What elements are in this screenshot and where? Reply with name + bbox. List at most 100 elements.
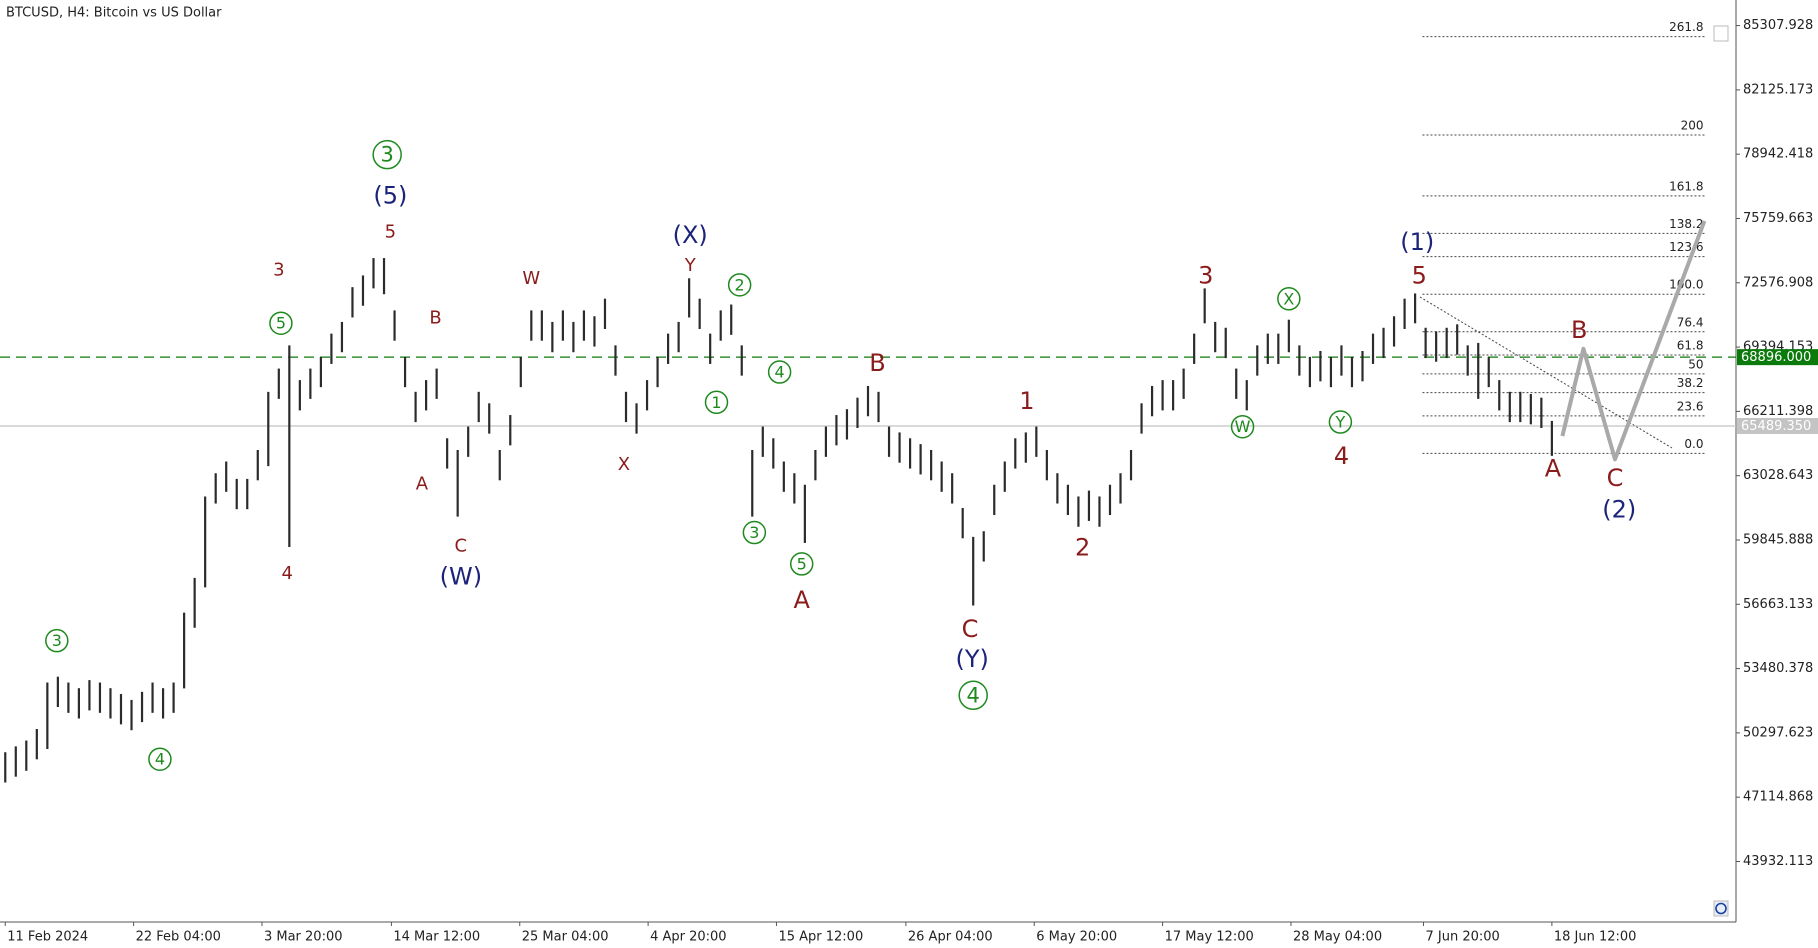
wave-label-text: A [1545, 455, 1562, 483]
wave-label: 2 [727, 273, 752, 297]
wave-label-text: A [416, 474, 429, 495]
wave-label: B [429, 307, 441, 328]
fib-label: 50 [1688, 357, 1703, 371]
x-tick-label: 6 May 20:00 [1036, 930, 1117, 945]
wave-label-text: 3 [273, 260, 284, 281]
wave-label: 4 [148, 747, 172, 771]
wave-circle [958, 680, 988, 711]
wave-label: C [1607, 464, 1624, 492]
wave-label-text: (2) [1602, 495, 1636, 523]
wave-circle [1230, 414, 1255, 439]
wave-label-text: (X) [673, 221, 708, 249]
fib-label: 261.8 [1669, 20, 1703, 34]
toolbar-box [1713, 25, 1729, 42]
y-tick-label: 85307.928 [1743, 18, 1813, 33]
wave-label-text: (1) [1400, 228, 1434, 256]
wave-label: 3 [1198, 262, 1213, 290]
wave-label-text: C [455, 535, 468, 556]
wave-label-text: 5 [276, 314, 286, 333]
wave-label: (W) [440, 563, 482, 591]
price-label: 65489.350 [1741, 419, 1811, 434]
wave-label-text: 3 [380, 143, 393, 167]
wave-label-text: C [962, 615, 979, 643]
wave-label-text: C [1607, 464, 1624, 492]
wave-label-text: W [522, 268, 540, 289]
y-tick-label: 59845.888 [1743, 532, 1813, 547]
wave-label-text: 4 [282, 563, 293, 584]
fib-label: 76.4 [1677, 315, 1704, 329]
wave-label: 4 [767, 360, 792, 384]
wave-label: A [1545, 455, 1562, 483]
y-tick-label: 75759.663 [1743, 211, 1813, 226]
x-tick-label: 25 Mar 04:00 [522, 930, 609, 945]
wave-label: 5 [269, 311, 293, 335]
wave-label: 4 [1334, 442, 1349, 470]
wave-label-text: Y [684, 255, 697, 276]
y-tick-label: 47114.868 [1743, 790, 1813, 805]
wave-label: 1 [704, 390, 729, 415]
x-tick-label: 17 May 12:00 [1165, 930, 1254, 945]
y-tick-label: 56663.133 [1743, 597, 1813, 612]
fib-label: 138.2 [1669, 217, 1703, 231]
wave-label-text: 2 [735, 275, 745, 294]
wave-label-text: (W) [440, 563, 482, 591]
x-tick-label: 3 Mar 20:00 [264, 930, 343, 945]
wave-label: C [455, 535, 468, 556]
wave-circle [372, 139, 402, 170]
wave-label-text: 4 [155, 750, 165, 769]
fib-label: 200 [1681, 119, 1704, 133]
wave-label-text: B [1571, 316, 1587, 344]
fib-label: 61.8 [1677, 339, 1704, 353]
fib-label: 23.6 [1677, 399, 1704, 413]
wave-label-text: 3 [52, 631, 62, 650]
x-tick-label: 26 Apr 04:00 [908, 930, 993, 945]
y-tick-label: 66211.398 [1743, 404, 1813, 419]
wave-label: (Y) [955, 645, 988, 673]
wave-label-text: 3 [749, 523, 759, 542]
wave-label-text: 4 [967, 683, 980, 707]
fib-label: 0.0 [1684, 437, 1703, 451]
wave-label: 3 [372, 139, 402, 170]
wave-circle [1328, 410, 1353, 434]
fib-label: 38.2 [1677, 376, 1704, 390]
wave-circle [269, 311, 293, 335]
wave-circle [789, 552, 814, 576]
wave-label-text: A [794, 586, 811, 614]
y-tick-label: 50297.623 [1743, 725, 1813, 740]
wave-label-text: X [618, 454, 630, 475]
x-tick-label: 18 Jun 12:00 [1554, 930, 1637, 945]
wave-label: 5 [789, 552, 814, 576]
wave-label-text: (5) [373, 181, 407, 209]
wave-label-text: 2 [1075, 534, 1090, 562]
wave-label: 5 [385, 221, 396, 242]
wave-circle [45, 628, 69, 653]
y-tick-label: 63028.643 [1743, 468, 1813, 483]
wave-label: 2 [1075, 534, 1090, 562]
wave-label: 3 [45, 628, 69, 653]
wave-label-text: 1 [1019, 387, 1034, 415]
wave-label: (2) [1602, 495, 1636, 523]
x-tick-label: 11 Feb 2024 [7, 930, 88, 945]
y-tick-label: 72576.908 [1743, 275, 1813, 290]
wave-label-text: (Y) [955, 645, 988, 673]
wave-label: X [1277, 287, 1301, 311]
wave-label: (X) [673, 221, 708, 249]
wave-label: 5 [1412, 262, 1427, 290]
wave-label-text: B [429, 307, 441, 328]
x-tick-label: 28 May 04:00 [1293, 930, 1382, 945]
wave-label-text: W [1235, 417, 1251, 436]
price-label-box [1737, 349, 1818, 366]
x-tick-label: 14 Mar 12:00 [393, 930, 480, 945]
wave-label: Y [1328, 410, 1353, 434]
wave-circle [1277, 287, 1301, 311]
wave-label: W [1230, 414, 1255, 439]
x-tick-label: 7 Jun 20:00 [1426, 930, 1500, 945]
wave-label: W [522, 268, 540, 289]
price-label-box [1737, 417, 1818, 434]
y-tick-label: 43932.113 [1743, 854, 1813, 869]
wave-label: A [416, 474, 429, 495]
toolbar-icon [1715, 902, 1727, 915]
wave-label: A [794, 586, 811, 614]
wave-circle [767, 360, 792, 384]
